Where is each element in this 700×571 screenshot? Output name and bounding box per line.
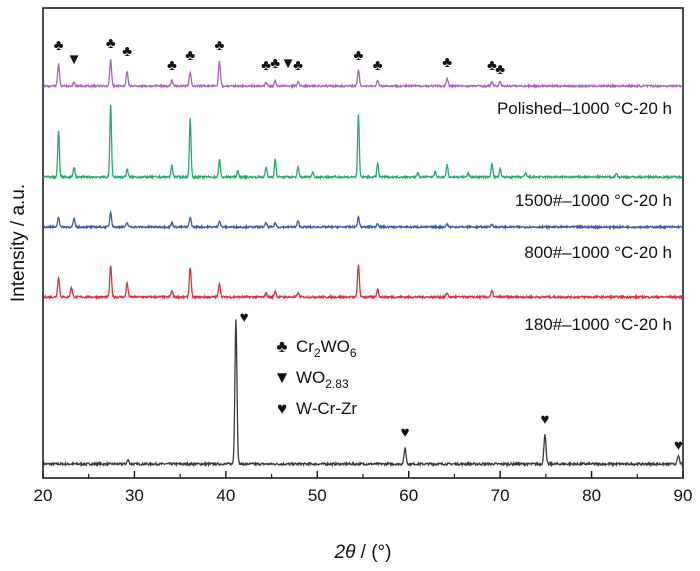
legend: ♣ Cr2WO6 ▼ WO2.83 ♥ W-Cr-Zr: [274, 337, 358, 418]
series-line-polished: [43, 59, 684, 90]
phase-marker-club: ♣: [54, 37, 64, 54]
x-axis-title: 2θ / (°): [334, 542, 392, 563]
series-line-800#: [42, 209, 684, 231]
phase-marker-club: ♣: [293, 57, 303, 74]
series-label-180#: 180#–1000 °C-20 h: [524, 315, 672, 334]
phase-marker-club: ♣: [261, 57, 271, 74]
legend-symbol-2: ♥: [277, 399, 287, 418]
phase-marker-heart: ♥: [674, 437, 683, 454]
series-layer: [42, 59, 684, 468]
x-axis-symbol: 2θ: [334, 542, 357, 563]
legend-label-1: WO2.83: [296, 368, 349, 391]
phase-marker-heart: ♥: [540, 411, 549, 428]
legend-label-0: Cr2WO6: [296, 337, 357, 360]
phase-marker-club: ♣: [487, 57, 497, 74]
series-line-substrate: [42, 319, 684, 468]
phase-marker-club: ♣: [167, 57, 177, 74]
x-axis-unit: / (°): [355, 542, 391, 563]
phase-marker-triangle: ▼: [281, 55, 296, 72]
phase-marker-club: ♣: [122, 43, 132, 60]
legend-symbol-1: ▼: [274, 368, 291, 387]
legend-label-2: W-Cr-Zr: [296, 399, 357, 418]
series-line-1500#: [42, 104, 684, 181]
phase-marker-club: ♣: [270, 55, 280, 72]
x-tick-label-30: 30: [125, 486, 144, 505]
x-tick-label-50: 50: [308, 486, 327, 505]
x-tick-label-60: 60: [399, 486, 418, 505]
x-tick-label-90: 90: [674, 486, 693, 505]
y-axis-title: Intensity / a.u.: [8, 184, 29, 302]
x-tick-label-70: 70: [491, 486, 510, 505]
phase-marker-heart: ♥: [401, 424, 410, 441]
phase-marker-club: ♣: [106, 35, 116, 52]
phase-marker-club: ♣: [373, 57, 383, 74]
phase-marker-club: ♣: [215, 37, 225, 54]
phase-marker-triangle: ▼: [67, 51, 82, 68]
x-tick-label-40: 40: [216, 486, 235, 505]
x-tick-layer: 20 30 40 50 60 70 80 90: [34, 471, 693, 505]
series-label-800#: 800#–1000 °C-20 h: [524, 243, 672, 262]
phase-marker-club: ♣: [185, 47, 195, 64]
phase-marker-heart: ♥: [240, 309, 249, 326]
phase-marker-club: ♣: [354, 47, 364, 64]
phase-marker-club: ♣: [442, 54, 452, 71]
x-tick-label-80: 80: [582, 486, 601, 505]
phase-marker-club: ♣: [495, 61, 505, 78]
phase-marker-layer: ♣▼♣ ♣♣♣♣♣ ♣ ▼♣♣♣ ♣ ♣♣♥♥♥♥: [54, 35, 683, 454]
x-tick-label-20: 20: [34, 486, 53, 505]
series-label-polished: Polished–1000 °C-20 h: [497, 99, 672, 118]
series-line-180#: [43, 264, 684, 301]
series-label-layer: 180#–1000 °C-20 h 800#–1000 °C-20 h 1500#–…: [497, 99, 672, 334]
series-label-1500#: 1500#–1000 °C-20 h: [515, 191, 672, 210]
legend-symbol-0: ♣: [276, 337, 287, 356]
